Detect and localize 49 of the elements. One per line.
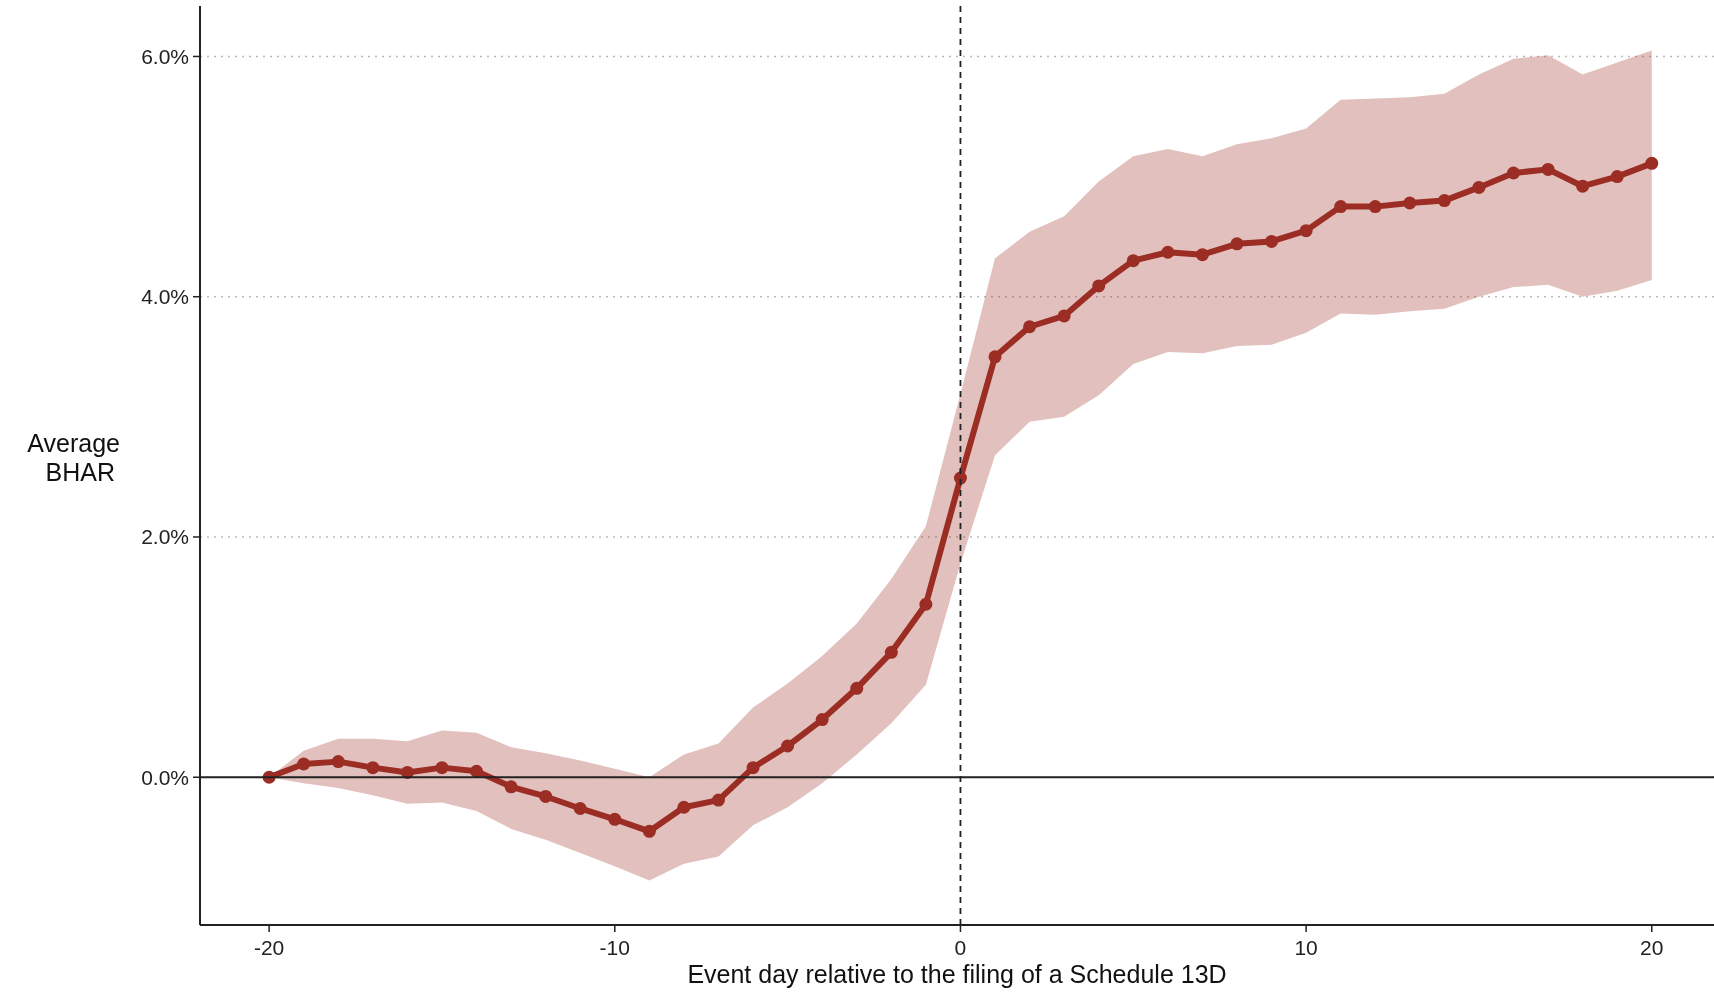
point (642, 824, 656, 838)
x-tick-label: 0 (954, 936, 967, 959)
point (1472, 180, 1486, 194)
point (504, 780, 518, 794)
point (919, 597, 933, 611)
point (884, 645, 898, 659)
point (677, 800, 691, 814)
point (1334, 200, 1348, 214)
x-tick-label: 10 (1294, 936, 1318, 959)
point (366, 761, 380, 775)
point (781, 739, 795, 753)
point (1645, 156, 1659, 170)
point (1541, 162, 1555, 176)
point (988, 350, 1002, 364)
point (1437, 194, 1451, 208)
point (815, 713, 829, 727)
point (711, 793, 725, 807)
point (297, 757, 311, 771)
y-tick-label: 0.0% (141, 765, 189, 789)
point (1610, 170, 1624, 184)
point (953, 471, 967, 485)
x-tick-label: -20 (253, 936, 285, 959)
x-axis-title: Event day relative to the filing of a Schedule 13D (687, 960, 1227, 988)
point (1265, 234, 1279, 248)
y-tick-label: 4.0% (141, 285, 189, 309)
point (331, 755, 345, 769)
point (435, 761, 449, 775)
y-axis-title: Average BHAR (27, 428, 120, 486)
y-tick-label: 2.0% (141, 525, 189, 549)
point (1195, 248, 1209, 262)
point (539, 789, 553, 803)
point (1507, 166, 1521, 180)
point (1057, 309, 1071, 323)
point (850, 681, 864, 695)
point (1023, 320, 1037, 334)
point (1576, 179, 1590, 193)
point (1092, 279, 1106, 293)
point (573, 801, 587, 815)
point (1368, 200, 1382, 214)
point (746, 761, 760, 775)
y-tick-label: 6.0% (141, 44, 189, 68)
x-tick-label: -10 (599, 936, 630, 959)
point (1161, 245, 1175, 259)
point (608, 812, 622, 826)
point (1126, 254, 1140, 268)
x-tick-label: 20 (1640, 936, 1664, 959)
point (1230, 237, 1244, 251)
point (1299, 224, 1313, 238)
point (1403, 196, 1417, 210)
